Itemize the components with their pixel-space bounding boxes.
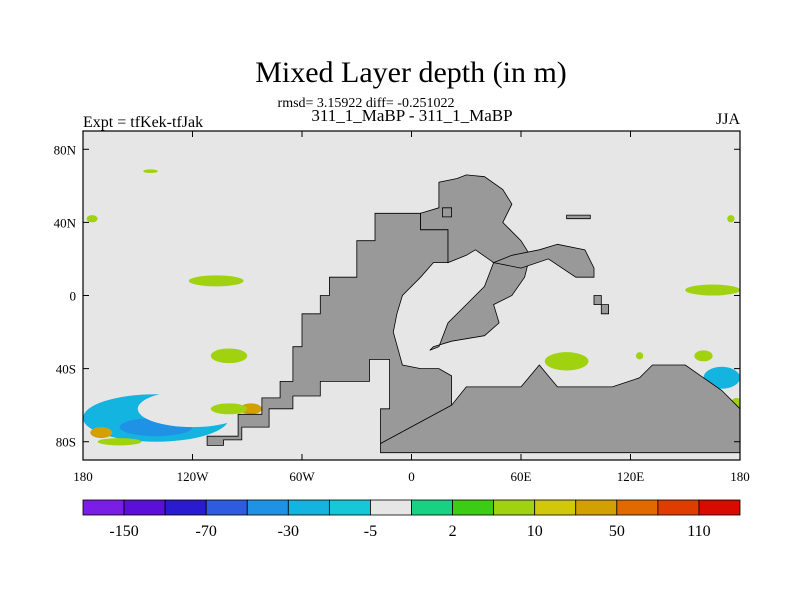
colorbar-swatch [287,499,330,516]
colorbar-swatch [164,499,207,516]
colorbar-swatch [534,499,577,516]
experiment-label: Expt = tfKek-tfJak [83,114,203,131]
land-region-americas [206,212,453,446]
colorbar-swatch [493,499,536,516]
y-tick-label: 0 [70,289,77,304]
colorbar-swatch [575,499,618,516]
colorbar-swatch [616,499,659,516]
colorbar-label: -150 [109,523,138,540]
season-label: JJA [716,111,740,128]
land-region-small-island [442,207,453,218]
colorbar-label: -30 [278,523,299,540]
anomaly-patch [97,438,142,446]
x-tick-label: 180 [730,469,750,484]
anomaly-patch [694,350,713,362]
x-tick-label: 60E [511,469,532,484]
anomaly-patch [462,346,470,354]
x-tick-label: 60W [289,469,315,484]
chart-title: Mixed Layer depth (in m) [255,56,567,89]
anomaly-patch [210,348,248,364]
colorbar-swatch [328,499,371,516]
y-tick-label: 80S [56,435,76,450]
anomaly-patch [108,277,167,292]
y-tick-label: 40S [56,362,76,377]
anomaly-patch [210,403,248,415]
chart-subtitle: 311_1_MaBP - 311_1_MaBP [311,106,512,125]
land-region-eurasia [420,174,531,351]
colorbar-swatch [370,499,412,516]
colorbar-swatch [452,499,495,516]
stats-line: rmsd= 3.15922 diff= -0.251022 [278,96,455,111]
colorbar-label: 2 [449,523,457,540]
anomaly-patch [698,273,717,281]
colorbar-swatch [123,499,166,516]
colorbar: -150 -70 -30 -5 2 10 50 110 [82,499,741,540]
anomaly-patch [486,363,501,375]
anomaly-patch [544,352,589,371]
anomaly-patch [592,322,615,334]
colorbar-swatch [246,499,289,516]
colorbar-label: 50 [609,523,625,540]
colorbar-swatch [657,499,700,516]
y-tick-label: 40N [54,215,77,230]
anomaly-patch [137,390,248,428]
land-layer [206,174,740,454]
anomaly-patch [145,350,167,362]
colorbar-label: -70 [196,523,217,540]
x-tick-label: 0 [408,469,415,484]
anomaly-patch [188,275,244,287]
anomaly-patch [90,427,113,439]
x-tick-label: 120E [617,469,645,484]
anomaly-patch [727,215,735,223]
colorbar-label: 10 [527,523,543,540]
anomaly-patch [685,284,740,296]
anomaly-patch [239,403,262,415]
anomaly-patch [187,343,198,351]
land-region-asia-strip [492,243,595,278]
land-region-southern-landmass [380,364,740,454]
colorbar-label: -5 [364,523,377,540]
land-region-east-islands [593,295,609,315]
anomaly-patch [703,366,740,389]
colorbar-swatch [82,499,125,516]
axis-ticks: 180 120W 60W 0 60E 120E 180 80N 40N 0 40S 80S [54,131,750,484]
anomaly-patch [475,337,531,353]
y-tick-label: 80N [54,142,77,157]
colorbar-swatch [411,499,453,516]
colorbar-label: 110 [687,523,710,540]
anomaly-patch [635,352,644,360]
anomaly-patch [86,215,98,223]
land-region-arctic-strip [566,214,591,220]
x-tick-label: 120W [177,469,210,484]
x-tick-label: 180 [73,469,93,484]
colorbar-swatch [205,499,248,516]
colorbar-swatch [698,499,741,516]
anomaly-patch [143,169,158,174]
